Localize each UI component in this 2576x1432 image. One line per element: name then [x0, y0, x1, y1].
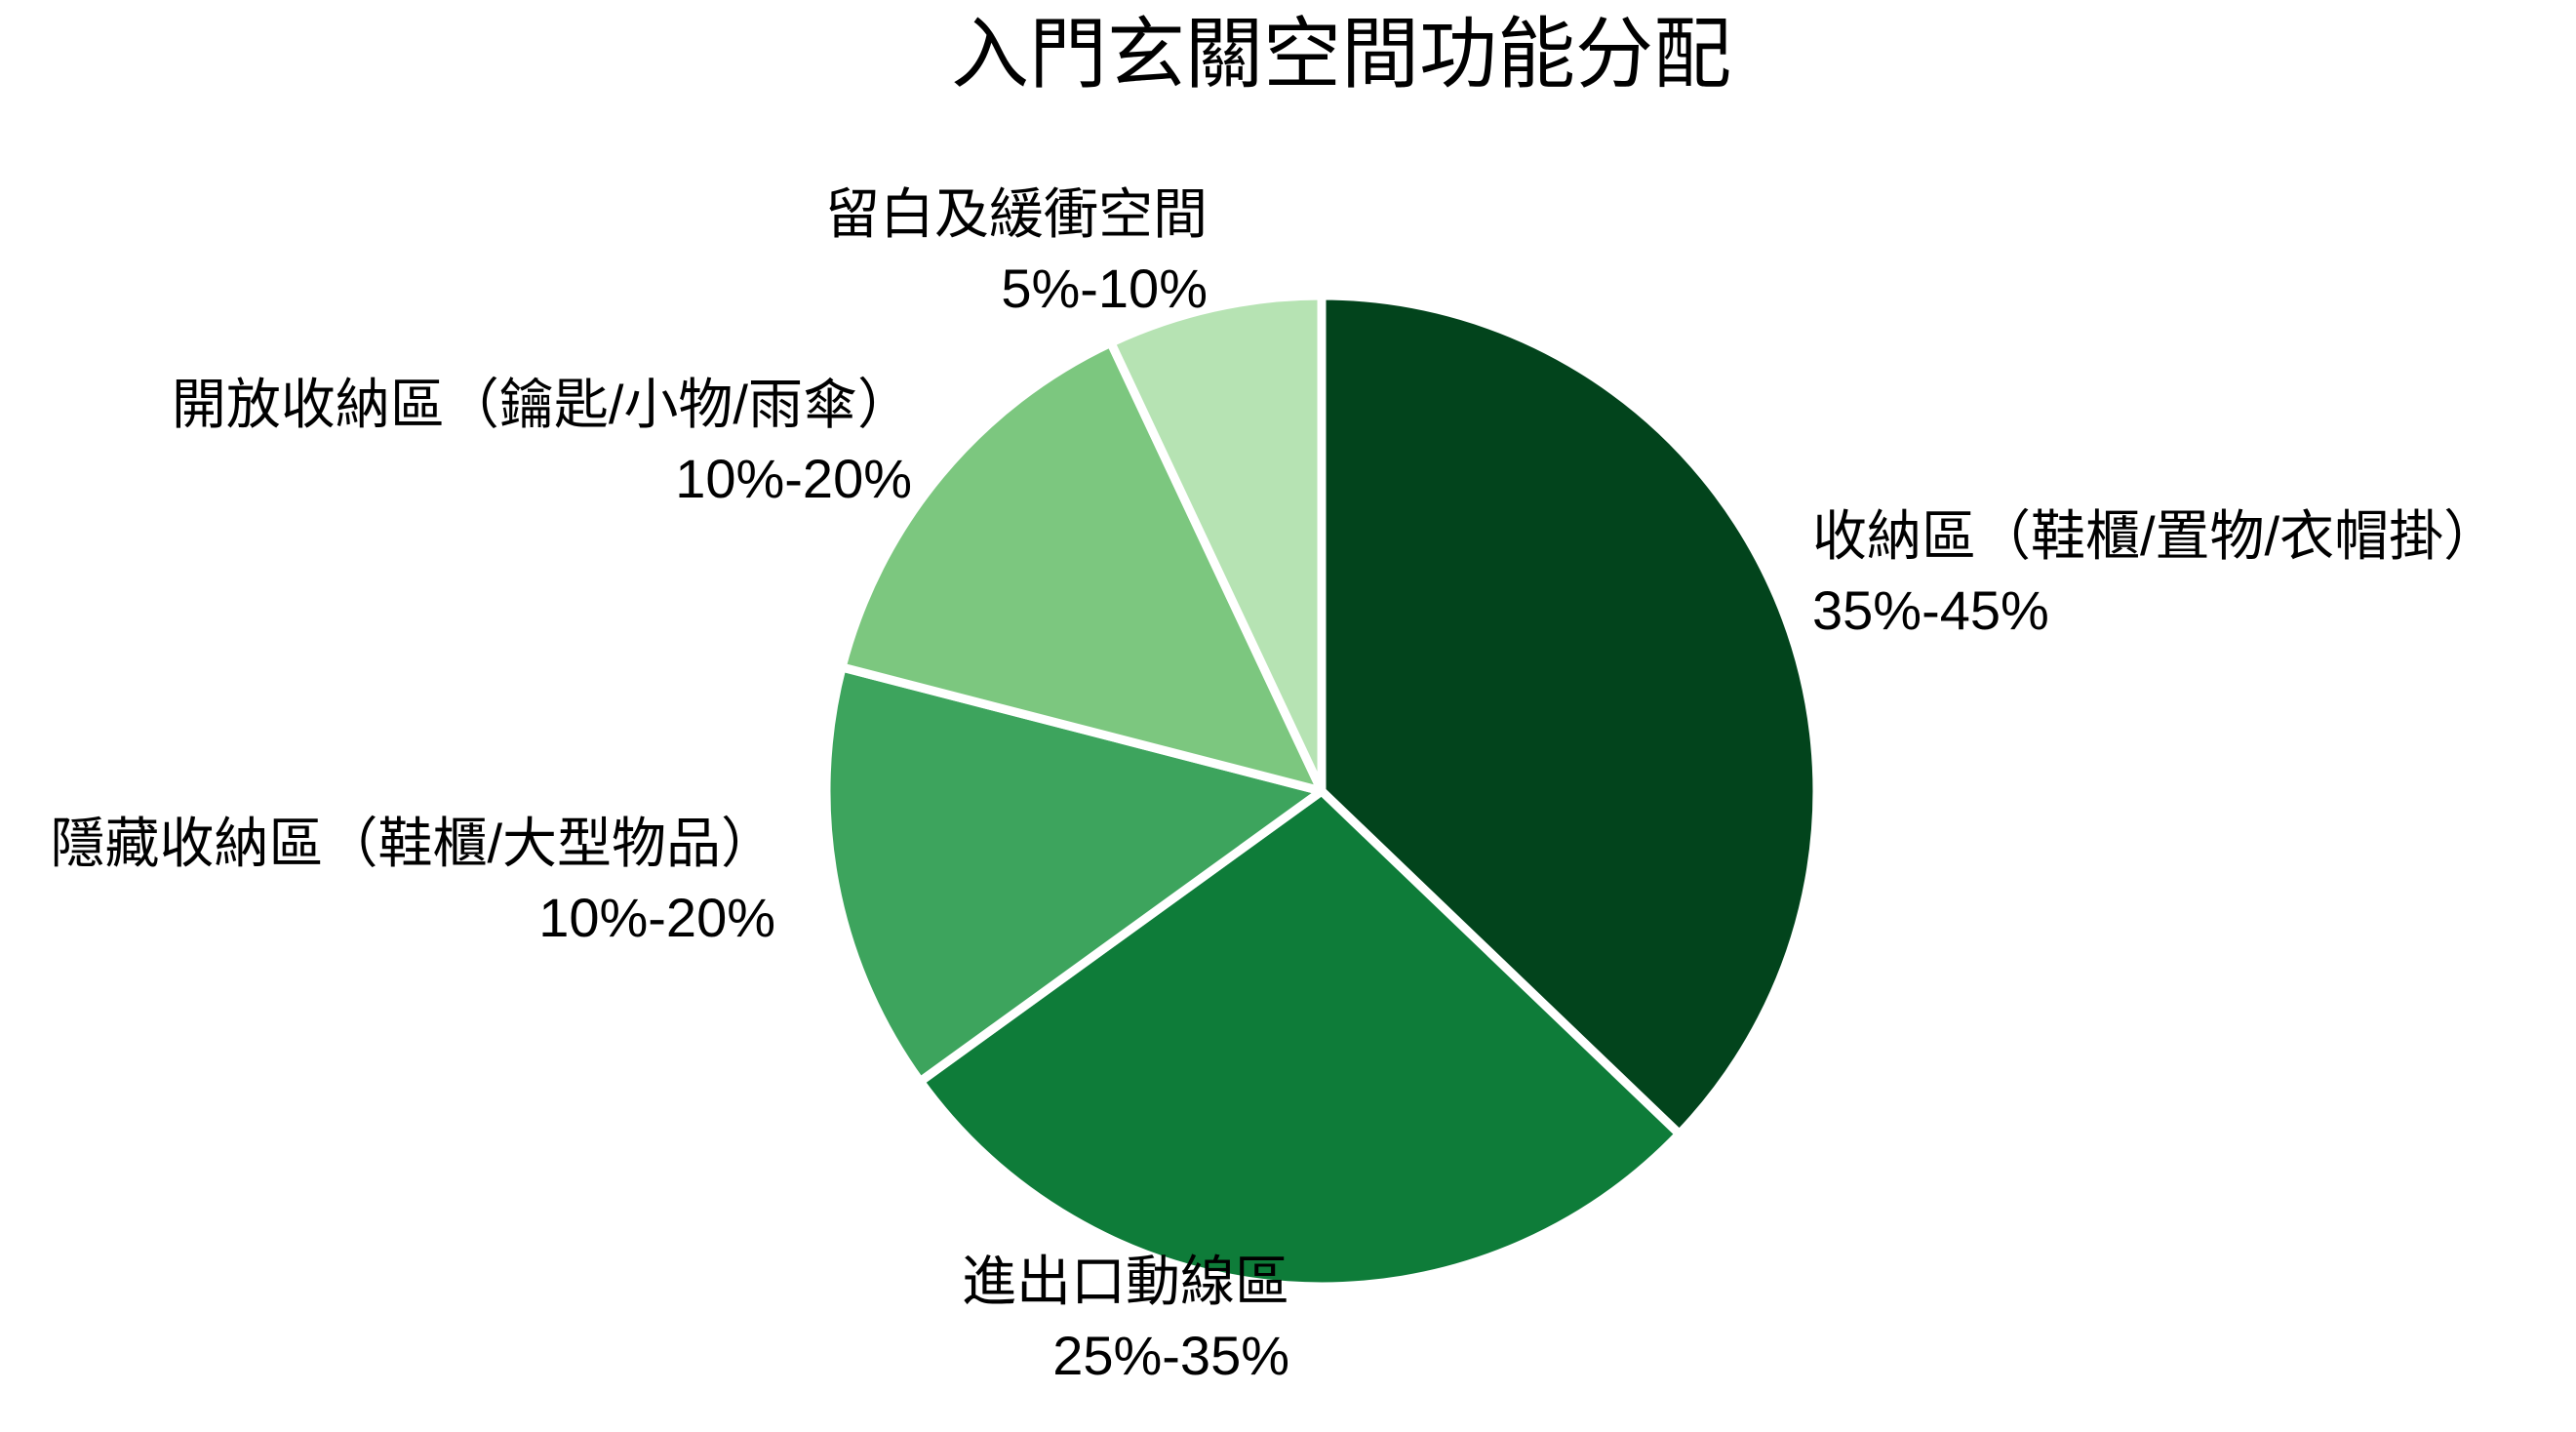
- pie-slice-1: [915, 786, 1684, 1292]
- pie: [821, 291, 1822, 1292]
- slice-label-value: 5%-10%: [1001, 258, 1208, 319]
- slice-label-open-storage: 開放收納區（鑰匙/小物/雨傘） 10%-20%: [172, 368, 912, 516]
- slice-label-value: 10%-20%: [538, 887, 775, 948]
- slice-label-text: 留白及緩衝空間: [825, 183, 1208, 245]
- slice-label-circulation: 進出口動線區 25%-35%: [962, 1245, 1289, 1393]
- chart-title: 入門玄關空間功能分配: [951, 11, 1731, 98]
- slice-label-value: 10%-20%: [675, 448, 912, 509]
- slice-label-value: 25%-35%: [1052, 1325, 1289, 1386]
- slice-label-text: 隱藏收納區（鞋櫃/大型物品）: [50, 813, 775, 874]
- slice-label-value: 35%-45%: [1812, 579, 2049, 641]
- slice-label-hidden-storage: 隱藏收納區（鞋櫃/大型物品） 10%-20%: [50, 807, 775, 955]
- pie-slice-4: [1106, 291, 1327, 796]
- pie-slice-0: [1317, 291, 1822, 1138]
- pie-slice-2: [821, 662, 1327, 1087]
- slice-label-buffer-space: 留白及緩衝空間 5%-10%: [825, 178, 1208, 326]
- slice-label-text: 進出口動線區: [962, 1251, 1289, 1312]
- slice-label-text: 收納區（鞋櫃/置物/衣帽掛）: [1812, 505, 2499, 567]
- pie-slice-3: [837, 338, 1327, 796]
- slice-label-text: 開放收納區（鑰匙/小物/雨傘）: [171, 374, 912, 435]
- slice-label-storage: 收納區（鞋櫃/置物/衣帽掛） 35%-45%: [1812, 499, 2498, 648]
